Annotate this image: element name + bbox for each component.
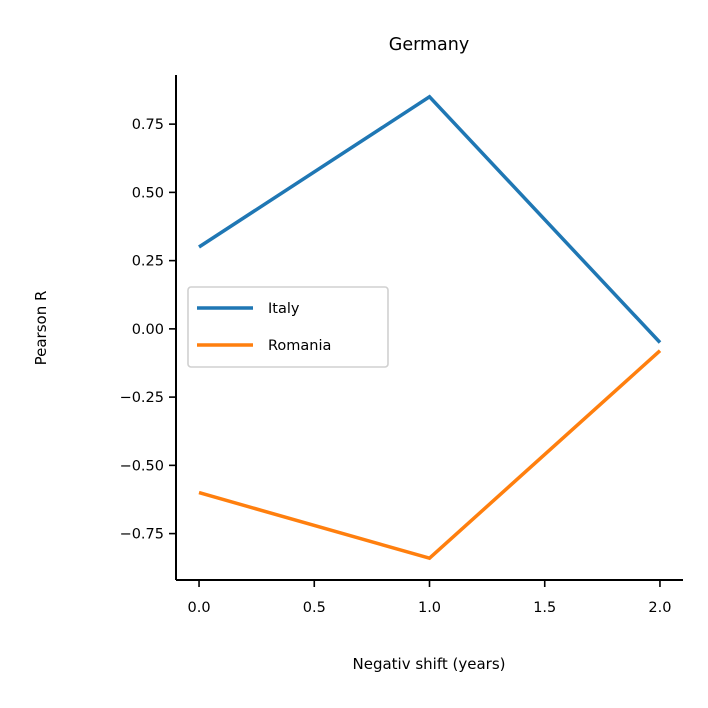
x-tick-label: 1.5 (533, 600, 556, 616)
y-axis-label: Pearson R (32, 291, 50, 366)
y-tick-label: −0.75 (120, 527, 164, 543)
series-line-italy (198, 94, 662, 344)
legend: Italy Romania (187, 286, 389, 368)
x-tick-label: 0.0 (188, 600, 211, 616)
legend-label-romania: Romania (268, 338, 331, 354)
y-tick-label: 0.00 (132, 322, 164, 338)
x-tick-label: 0.5 (303, 600, 326, 616)
y-tick-label: −0.50 (120, 458, 164, 474)
chart-title: Germany (389, 35, 469, 55)
x-axis-label: Negativ shift (years) (353, 655, 506, 673)
y-tick-label: 0.50 (132, 185, 164, 201)
legend-box (187, 286, 389, 368)
y-axis-ticks: 0.75 0.50 0.25 0.00 −0.25 −0.50 −0.75 (120, 117, 176, 543)
y-tick-label: −0.25 (120, 390, 164, 406)
y-tick-label: 0.75 (132, 117, 164, 133)
plot-area (198, 94, 662, 561)
x-tick-label: 1.0 (418, 600, 441, 616)
legend-label-italy: Italy (268, 301, 300, 317)
y-tick-label: 0.25 (132, 254, 164, 270)
series-line-romania (198, 349, 662, 561)
x-tick-label: 2.0 (648, 600, 671, 616)
x-axis-ticks: 0.0 0.5 1.0 1.5 2.0 (188, 580, 671, 616)
